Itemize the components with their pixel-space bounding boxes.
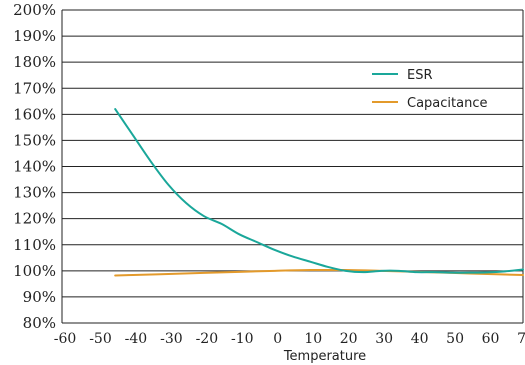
x-tick-labels: -60 -50 -40 -30 -20 -10 0 10 20 30 40 50 60 70 <box>54 331 525 347</box>
x-tick-label: 70 <box>517 331 525 347</box>
series-lines <box>114 108 524 277</box>
y-tick-label: 110% <box>13 236 56 254</box>
y-tick-label: 130% <box>13 184 56 202</box>
x-tick-label: 10 <box>304 331 322 347</box>
x-tick-label: -30 <box>160 331 183 347</box>
x-tick-label: 50 <box>446 331 464 347</box>
x-tick-label: -40 <box>125 331 148 347</box>
y-tick-label: 180% <box>13 53 56 71</box>
legend-label-capacitance: Capacitance <box>407 96 487 111</box>
legend-label-esr: ESR <box>407 68 433 83</box>
x-tick-label: 0 <box>273 331 282 347</box>
x-tick-label: 20 <box>340 331 358 347</box>
x-tick-label: 30 <box>375 331 393 347</box>
y-tick-label: 160% <box>13 105 56 123</box>
x-tick-label: -60 <box>54 331 77 347</box>
y-tick-labels: 80% 90% 100% 110% 120% 130% 140% 150% 160% 170% 18… <box>13 1 56 332</box>
x-tick-label: -20 <box>196 331 219 347</box>
x-tick-label: -10 <box>231 331 254 347</box>
y-tick-label: 200% <box>13 1 56 19</box>
y-tick-label: 170% <box>13 79 56 97</box>
grid-lines <box>62 9 523 324</box>
y-tick-label: 100% <box>13 262 56 280</box>
y-tick-label: 90% <box>23 288 56 306</box>
axes <box>61 10 524 323</box>
y-tick-label: 120% <box>13 210 56 228</box>
y-tick-label: 150% <box>13 131 56 149</box>
y-tick-label: 140% <box>13 158 56 176</box>
x-axis-label: Temperature <box>283 349 366 364</box>
x-tick-label: 60 <box>482 331 500 347</box>
series-line-esr <box>114 108 524 274</box>
y-tick-label: 80% <box>23 314 56 332</box>
legend: ESR Capacitance <box>372 68 487 111</box>
y-tick-label: 190% <box>13 27 56 45</box>
x-tick-label: -50 <box>89 331 112 347</box>
x-tick-label: 40 <box>411 331 429 347</box>
